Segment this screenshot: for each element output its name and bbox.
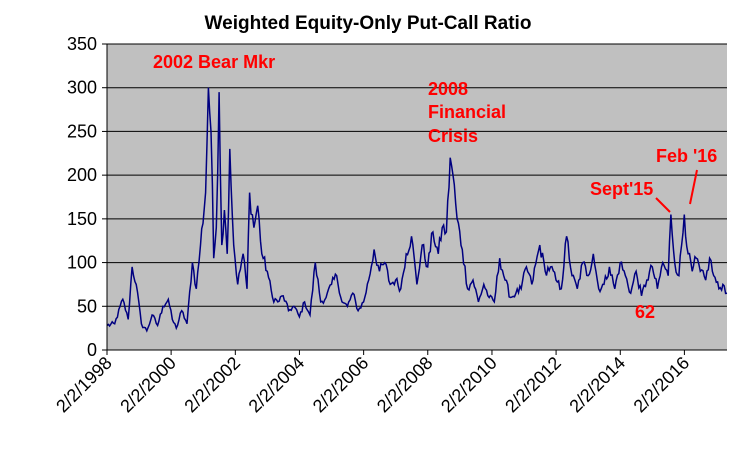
- x-tick-label: 2/2/2012: [501, 353, 565, 417]
- series-line: [106, 87, 728, 333]
- x-tick-label: 2/2/2010: [437, 353, 501, 417]
- y-axis-ticks: 0 50 100 150 200 250 300 350: [67, 34, 107, 360]
- y-tick-label: 100: [67, 253, 97, 273]
- annotation-2008-line1: 2008: [428, 79, 468, 99]
- y-tick-label: 200: [67, 165, 97, 185]
- annotation-arrow-feb16: [689, 169, 698, 205]
- x-tick-label: 2/2/2004: [245, 353, 309, 417]
- y-tick-label: 350: [67, 34, 97, 54]
- annotation-62: 62: [635, 302, 655, 322]
- x-tick-label: 2/2/2002: [180, 353, 244, 417]
- y-tick-label: 50: [77, 296, 97, 316]
- annotation-sept15: Sept'15: [590, 179, 653, 199]
- annotation-feb16: Feb '16: [656, 146, 717, 166]
- y-tick-label: 250: [67, 121, 97, 141]
- gridlines: [107, 43, 727, 307]
- plot-area: [107, 44, 727, 350]
- chart-title: Weighted Equity-Only Put-Call Ratio: [205, 13, 532, 34]
- y-tick-label: 150: [67, 209, 97, 229]
- y-tick-label: 300: [67, 78, 97, 98]
- x-tick-label: 2/2/2000: [116, 353, 180, 417]
- x-axis-ticks: 2/2/1998 2/2/2000 2/2/2002 2/2/2004 2/2/2006…: [52, 350, 693, 416]
- annotation-2008-line2: Financial: [428, 102, 506, 122]
- annotation-arrow-sept15: [655, 197, 671, 213]
- x-tick-label: 2/2/2006: [309, 353, 373, 417]
- annotation-2008-line3: Crisis: [428, 126, 478, 146]
- y-tick-label: 0: [87, 340, 97, 360]
- annotation-2002-bear: 2002 Bear Mkr: [153, 52, 275, 72]
- x-tick-label: 2/2/2016: [630, 353, 694, 417]
- x-tick-label: 2/2/2008: [373, 353, 437, 417]
- x-tick-label: 2/2/2014: [565, 353, 629, 417]
- x-tick-label: 2/2/1998: [52, 353, 116, 417]
